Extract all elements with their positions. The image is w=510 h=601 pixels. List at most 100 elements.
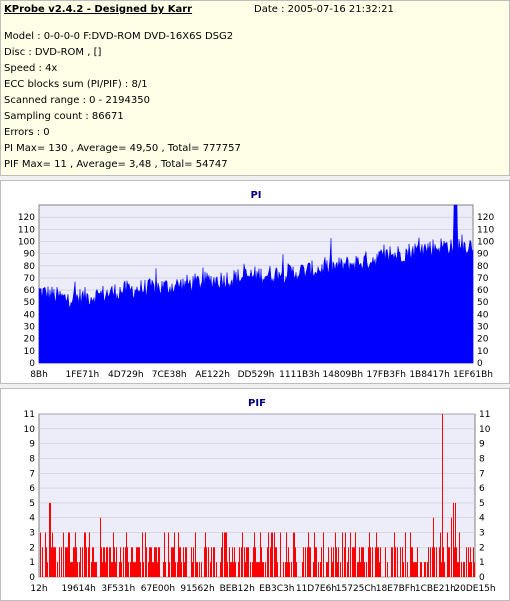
pif-bar	[101, 547, 102, 577]
pif-bar	[453, 502, 454, 577]
pif-bar	[157, 562, 158, 577]
y-tick-label-right: 110	[477, 225, 494, 235]
y-tick-label-right: 90	[477, 250, 489, 260]
pif-bar	[139, 547, 140, 577]
pif-bar	[288, 547, 289, 577]
y-tick-label-left: 2	[29, 543, 35, 553]
pif-bar	[294, 532, 295, 577]
pif-bar	[208, 547, 209, 577]
pif-bar	[272, 532, 273, 577]
y-tick-label-right: 20	[477, 335, 489, 345]
pif-bar	[366, 562, 367, 577]
pif-bar	[363, 547, 364, 577]
pif-bar	[82, 547, 83, 577]
pif-bar	[469, 562, 470, 577]
info-panel: KProbe v2.4.2 - Designed by Karr Date : …	[0, 0, 510, 176]
pif-bar	[257, 562, 258, 577]
y-tick-label-right: 5	[479, 499, 485, 509]
x-tick-label: EB3C3h	[259, 584, 294, 594]
pif-bar	[432, 547, 433, 577]
y-tick-label-right: 11	[479, 410, 490, 420]
pif-bar	[195, 532, 196, 577]
y-tick-label-left: 80	[24, 262, 36, 272]
pif-bar	[69, 532, 70, 577]
x-tick-label: BEB12h	[220, 584, 255, 594]
x-tick-label: 1EF61Bh	[453, 370, 493, 380]
pif-bar	[463, 562, 464, 577]
pif-bar	[201, 562, 202, 577]
pif-bar	[331, 547, 332, 577]
pif-bar	[177, 562, 178, 577]
pif-bar	[345, 532, 346, 577]
pif-bar	[75, 532, 76, 577]
pif-bar	[354, 547, 355, 577]
pif-bar	[89, 532, 90, 577]
pif-bar	[229, 547, 230, 577]
pif-bar	[68, 532, 69, 577]
pif-bar	[412, 547, 413, 577]
y-tick-label-right: 8	[479, 454, 485, 464]
pif-bar	[270, 547, 271, 577]
pif-bar	[233, 562, 234, 577]
pif-bar	[241, 547, 242, 577]
pif-bar	[214, 547, 215, 577]
pif-bar	[350, 532, 351, 577]
pif-bar	[225, 532, 226, 577]
pif-bar	[315, 547, 316, 577]
pif-bar	[220, 562, 221, 577]
pif-bar	[296, 562, 297, 577]
pif-bar	[158, 547, 159, 577]
pif-bar	[407, 562, 408, 577]
x-tick-label: 67E00h	[141, 584, 175, 594]
pif-bar	[186, 547, 187, 577]
pif-bar	[359, 547, 360, 577]
pif-bar	[416, 562, 417, 577]
pif-bar	[314, 532, 315, 577]
pif-bar	[293, 532, 294, 577]
pif-bar	[183, 547, 184, 577]
pif-bar	[340, 562, 341, 577]
pif-bar	[316, 547, 317, 577]
pif-bar	[424, 562, 425, 577]
pif-bar	[184, 562, 185, 577]
pif-bar	[216, 562, 217, 577]
y-tick-label-right: 10	[479, 425, 491, 435]
pif-bar	[454, 547, 455, 577]
pif-bar	[411, 547, 412, 577]
pif-bar	[263, 562, 264, 577]
pif-bar	[103, 547, 104, 577]
pif-bar	[130, 562, 131, 577]
x-tick-label: 11D7E6h	[296, 584, 337, 594]
pif-bar	[138, 547, 139, 577]
pif-bar	[205, 532, 206, 577]
pif-bar	[171, 547, 172, 577]
pif-bar	[196, 562, 197, 577]
pif-bar	[368, 547, 369, 577]
pif-bar	[135, 562, 136, 577]
pif-bar	[402, 547, 403, 577]
pif-bar	[54, 547, 55, 577]
pif-bar	[226, 532, 227, 577]
pif-bar	[111, 562, 112, 577]
pif-bar	[268, 532, 269, 577]
pif-bar	[179, 547, 180, 577]
pif-bar	[142, 532, 143, 577]
pif-bar	[379, 562, 380, 577]
y-tick-label-left: 0	[29, 359, 35, 369]
x-tick-label: AE122h	[195, 370, 230, 380]
y-tick-label-right: 3	[479, 529, 485, 539]
pif-bar	[287, 562, 288, 577]
pif-bar	[427, 562, 428, 577]
y-tick-label-right: 1	[479, 558, 485, 568]
y-tick-label-left: 70	[24, 274, 36, 284]
pif-bar	[206, 547, 207, 577]
pif-bar	[169, 562, 170, 577]
y-tick-label-left: 7	[29, 469, 35, 479]
pif-bar	[403, 562, 404, 577]
x-tick-label: 1CBE21h	[415, 584, 456, 594]
y-tick-label-left: 1	[29, 558, 35, 568]
y-tick-label-right: 120	[477, 213, 494, 223]
pif-bar	[173, 547, 174, 577]
pif-bar	[417, 547, 418, 577]
info-sampling: Sampling count : 86671	[4, 111, 124, 122]
